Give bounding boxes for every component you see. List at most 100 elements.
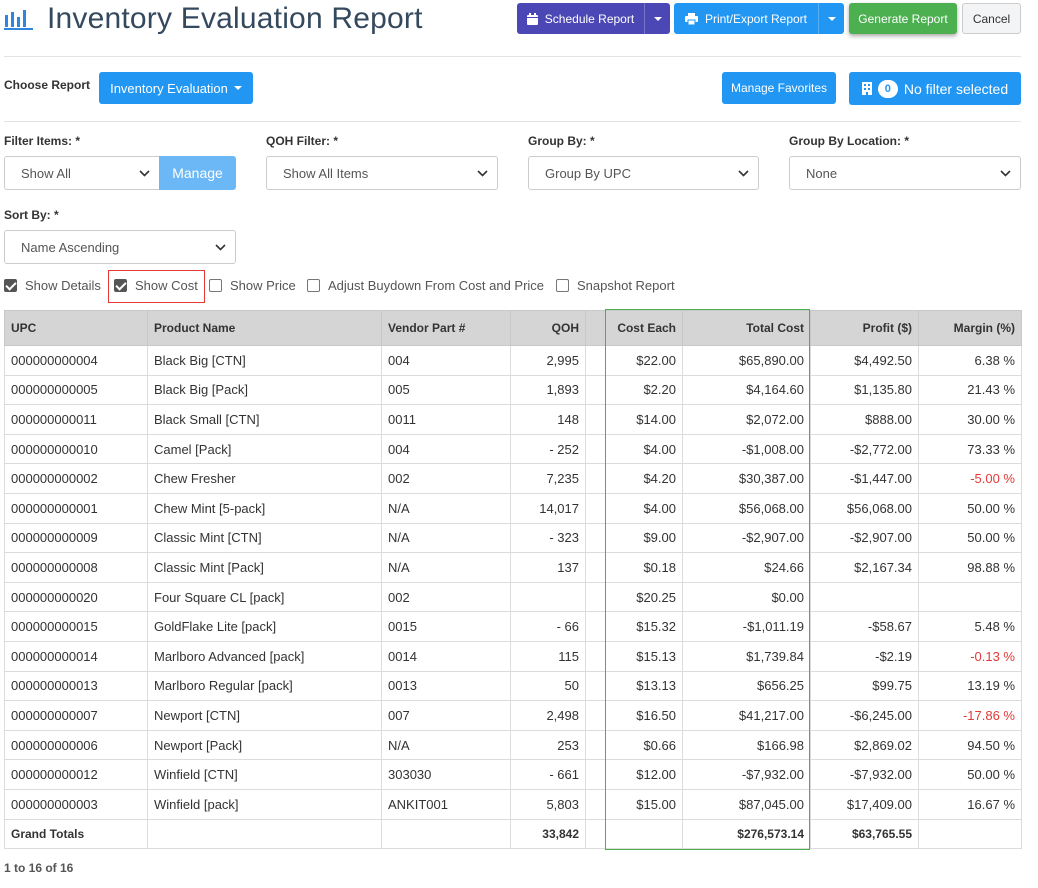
print-dropdown-toggle[interactable]	[818, 3, 844, 34]
divider	[4, 121, 1021, 122]
filter-status-text: No filter selected	[903, 80, 1009, 97]
cell-spacer	[585, 552, 606, 583]
cell-cost-each: $22.00	[605, 345, 683, 376]
manage-favorites-button[interactable]: Manage Favorites	[722, 72, 836, 104]
cell-total-cost: $87,045.00	[682, 788, 811, 820]
total-total-cost: $276,573.14	[682, 818, 811, 850]
cell-cost-each: $0.66	[605, 729, 683, 761]
column-header-vendor-part[interactable]: Vendor Part #	[381, 310, 511, 346]
column-header-spacer[interactable]	[585, 310, 606, 346]
table-row[interactable]: 000000000014 Marlboro Advanced [pack] 0014…	[4, 640, 1022, 672]
cell-margin: 16.67 %	[918, 788, 1022, 820]
table-row[interactable]: 000000000003 Winfield [pack] ANKIT001 5,803…	[4, 788, 1022, 820]
cell-qoh	[510, 581, 586, 613]
table-row[interactable]: 000000000005 Black Big [Pack] 005 1,893 $2.2…	[4, 374, 1022, 406]
cancel-button[interactable]: Cancel	[962, 3, 1021, 34]
schedule-report-button[interactable]: Schedule Report	[517, 3, 670, 34]
table-row[interactable]: 000000000001 Chew Mint [5-pack] N/A 14,017 $…	[4, 492, 1022, 524]
show-details-option[interactable]: Show Details	[4, 278, 101, 293]
cell-cost-each: $12.00	[605, 759, 683, 790]
divider	[4, 56, 1021, 57]
cell-profit: $2,167.34	[810, 552, 919, 583]
cell-upc: 000000000006	[4, 729, 148, 761]
filter-items-label: Filter Items: *	[4, 134, 81, 148]
cell-product-name: GoldFlake Lite [pack]	[147, 611, 382, 642]
cell-qoh: 2,498	[510, 700, 586, 731]
show-price-label: Show Price	[230, 278, 296, 293]
table-row[interactable]: 000000000015 GoldFlake Lite [pack] 0015- 6…	[4, 611, 1022, 642]
snapshot-report-option[interactable]: Snapshot Report	[556, 278, 675, 293]
column-header-qoh[interactable]: QOH	[510, 310, 586, 346]
table-row[interactable]: 000000000010 Camel [Pack] 004- 252 $4.00 -$1…	[4, 433, 1022, 465]
show-price-checkbox[interactable]	[209, 279, 222, 292]
cell-vendor-part: 303030	[381, 759, 511, 790]
snapshot-report-checkbox[interactable]	[556, 279, 569, 292]
sort-by-select[interactable]: Name Ascending	[4, 230, 236, 264]
chevron-down-icon	[139, 170, 150, 177]
cell-margin: 50.00 %	[918, 492, 1022, 524]
table-row[interactable]: 000000000013 Marlboro Regular [pack] 0013 5…	[4, 670, 1022, 702]
column-header-cost-each[interactable]: Cost Each	[605, 310, 683, 346]
column-header-profit[interactable]: Profit ($)	[810, 310, 919, 346]
show-cost-highlight	[108, 270, 205, 303]
cell-margin: -0.13 %	[918, 640, 1022, 672]
total-spacer	[585, 818, 606, 850]
column-header-total-cost[interactable]: Total Cost	[682, 310, 811, 346]
adjust-buydown-checkbox[interactable]	[307, 279, 320, 292]
cell-cost-each: $4.00	[605, 433, 683, 465]
cell-upc: 000000000012	[4, 759, 148, 790]
column-header-upc[interactable]: UPC	[4, 310, 148, 346]
qoh-filter-label: QOH Filter: *	[266, 134, 339, 148]
show-cost-checkbox[interactable]	[114, 279, 127, 292]
table-row[interactable]: 000000000002 Chew Fresher 002 7,235 $4.20 $30…	[4, 463, 1022, 494]
cell-upc: 000000000010	[4, 433, 148, 465]
column-header-margin[interactable]: Margin (%)	[918, 310, 1022, 346]
column-header-product-name[interactable]: Product Name	[147, 310, 382, 346]
cell-margin: -17.86 %	[918, 700, 1022, 731]
cell-spacer	[585, 463, 606, 494]
cell-total-cost: $2,072.00	[682, 404, 811, 435]
group-by-location-select[interactable]: None	[789, 156, 1021, 190]
generate-report-button[interactable]: Generate Report	[849, 3, 957, 34]
table-row[interactable]: 000000000008 Classic Mint [Pack] N/A 137 $0.…	[4, 552, 1022, 583]
adjust-buydown-option[interactable]: Adjust Buydown From Cost and Price	[307, 278, 544, 293]
table-row[interactable]: 000000000009 Classic Mint [CTN] N/A - 323 $9…	[4, 522, 1022, 554]
show-details-checkbox[interactable]	[4, 279, 17, 292]
cell-total-cost: $4,164.60	[682, 374, 811, 406]
cell-qoh: 2,995	[510, 345, 586, 376]
manage-items-button[interactable]: Manage	[159, 156, 236, 190]
show-cost-option[interactable]: Show Cost	[114, 278, 198, 293]
show-price-option[interactable]: Show Price	[209, 278, 296, 293]
filter-status-button[interactable]: 0 No filter selected	[849, 72, 1021, 105]
group-by-select[interactable]: Group By UPC	[528, 156, 759, 190]
choose-report-dropdown[interactable]: Inventory Evaluation	[99, 72, 253, 104]
cell-profit: $888.00	[810, 404, 919, 435]
table-row[interactable]: 000000000006 Newport [Pack] N/A 253 $0.66 $16…	[4, 729, 1022, 761]
table-row[interactable]: 000000000004 Black Big [CTN] 004 2,995 $22.0…	[4, 345, 1022, 376]
print-export-button[interactable]: Print/Export Report	[674, 3, 844, 34]
qoh-filter-select[interactable]: Show All Items	[266, 156, 498, 190]
cell-spacer	[585, 374, 606, 406]
table-row[interactable]: 000000000020 Four Square CL [pack] 002 $20.…	[4, 581, 1022, 613]
filter-items-select[interactable]: Show All	[4, 156, 160, 190]
cell-spacer	[585, 433, 606, 465]
table-row[interactable]: 000000000012 Winfield [CTN] 303030- 661 $12…	[4, 759, 1022, 790]
cell-profit: $4,492.50	[810, 345, 919, 376]
cell-spacer	[585, 345, 606, 376]
cell-vendor-part: 002	[381, 581, 511, 613]
table-row[interactable]: 000000000007 Newport [CTN] 007 2,498 $16.50 $…	[4, 700, 1022, 731]
building-icon	[861, 82, 872, 95]
cell-total-cost: $1,739.84	[682, 640, 811, 672]
cell-profit: $56,068.00	[810, 492, 919, 524]
chevron-down-icon	[215, 244, 226, 251]
cell-margin: 5.48 %	[918, 611, 1022, 642]
cell-upc: 000000000005	[4, 374, 148, 406]
cell-upc: 000000000014	[4, 640, 148, 672]
pagination-summary: 1 to 16 of 16	[4, 861, 74, 875]
cell-product-name: Winfield [CTN]	[147, 759, 382, 790]
table-row[interactable]: 000000000011 Black Small [CTN] 0011 148 $14.…	[4, 404, 1022, 435]
schedule-dropdown-toggle[interactable]	[644, 3, 670, 34]
chevron-down-icon	[738, 170, 749, 177]
chevron-down-icon	[477, 170, 488, 177]
cell-margin: 13.19 %	[918, 670, 1022, 702]
